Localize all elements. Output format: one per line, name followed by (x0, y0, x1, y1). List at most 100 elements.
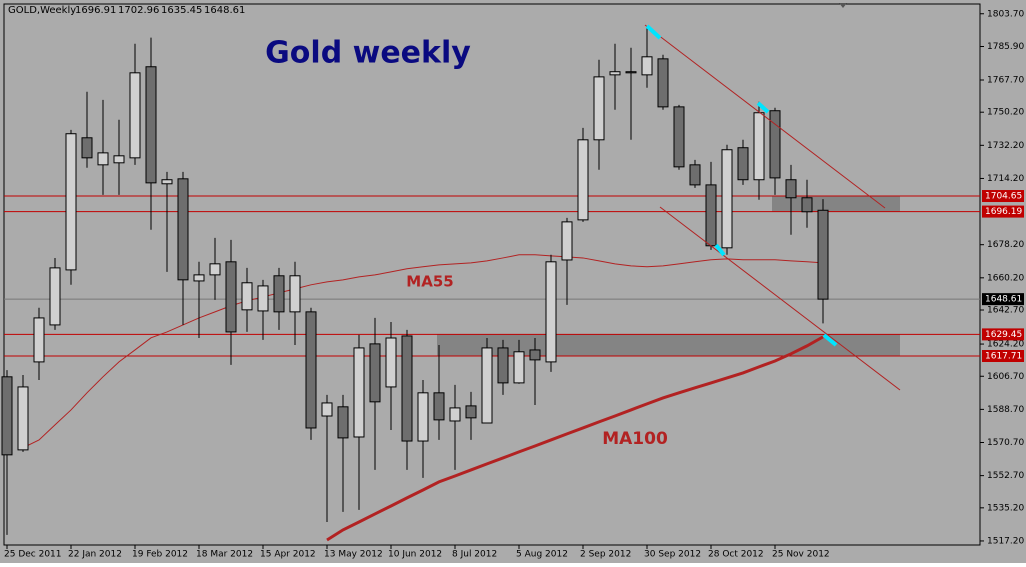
candle-body (97, 152, 109, 166)
y-tick-label: 1517.20 (987, 536, 1024, 546)
trend-line (644, 24, 886, 209)
candle-body (129, 72, 141, 159)
candle-body (545, 261, 557, 363)
candle-body (753, 112, 765, 181)
plot-layer: 1803.70 1785.90 1767.70 1750.20 1732.20 1714.… (1, 9, 1024, 560)
header-close: 1648.61 (204, 5, 245, 16)
candle-body (321, 402, 333, 417)
header-high: 1702.96 (118, 5, 159, 16)
candle-body (561, 221, 573, 261)
y-tick-label: 1606.70 (987, 372, 1024, 382)
candle-body (513, 351, 525, 384)
candle-body (273, 275, 285, 313)
y-tick-label: 1732.20 (987, 141, 1024, 151)
candle-body (305, 311, 317, 429)
candle-body (801, 197, 813, 213)
y-tick-label: 1750.20 (987, 108, 1024, 118)
y-tick-label: 1678.20 (987, 240, 1024, 250)
y-tick-label: 1588.70 (987, 405, 1024, 415)
y-tick-label: 1552.70 (987, 471, 1024, 481)
candle-body (609, 71, 621, 76)
candle-body (641, 56, 653, 76)
candle-body (193, 274, 205, 282)
x-tick-label: 28 Oct 2012 (708, 550, 764, 560)
candle-body (481, 347, 493, 424)
price-tag (982, 205, 1024, 218)
candle-body (817, 209, 829, 300)
ma100-label: MA100 (602, 429, 668, 449)
candle-body (385, 337, 397, 388)
x-tick-label: 10 Jun 2012 (388, 550, 442, 560)
touch-mark (714, 243, 726, 257)
shift-marker (839, 3, 847, 8)
price-tag-label: 1617.71 (985, 351, 1022, 361)
candle-body (145, 66, 157, 184)
candle-body (337, 406, 349, 439)
candle-body (433, 392, 445, 421)
x-tick-label: 18 Mar 2012 (196, 550, 253, 560)
candle-body (65, 133, 77, 271)
x-tick-label: 8 Jul 2012 (452, 550, 497, 560)
y-tick-label: 1624.20 (987, 340, 1024, 350)
touch-mark (822, 333, 838, 347)
candle-body (769, 110, 781, 179)
candle-body (577, 139, 589, 221)
chart-title: Gold weekly (265, 36, 471, 71)
candle-body (33, 317, 45, 363)
candle-body (689, 164, 701, 186)
ma-line (22, 254, 824, 449)
price-tag-label: 1629.45 (985, 330, 1022, 340)
candle-body (737, 147, 749, 181)
price-tag-label: 1648.61 (985, 295, 1022, 305)
y-tick-label: 1767.70 (987, 75, 1024, 85)
candle-body (529, 349, 541, 361)
price-tag-label: 1696.19 (985, 207, 1022, 217)
candle-body (1, 376, 13, 456)
header-low: 1635.45 (161, 5, 202, 16)
x-tick-label: 25 Dec 2011 (4, 550, 62, 560)
trend-line (659, 206, 901, 391)
candle-body (657, 58, 669, 108)
symbol: GOLD,Weekly (8, 5, 76, 16)
candle-body (497, 347, 509, 384)
header-open: 1696.91 (75, 5, 116, 16)
candle-body (17, 386, 29, 451)
y-tick-label: 1535.20 (987, 503, 1024, 513)
candle-body (785, 179, 797, 199)
y-tick-label: 1714.20 (987, 174, 1024, 184)
y-tick-label: 1660.20 (987, 273, 1024, 283)
plot-frame (3, 3, 981, 546)
touch-mark (645, 24, 662, 40)
candle-body (81, 137, 93, 159)
candle-body (721, 149, 733, 249)
x-tick-label: 2 Sep 2012 (580, 550, 631, 560)
x-tick-label: 5 Aug 2012 (516, 550, 568, 560)
candle-body (465, 405, 477, 419)
ma-line (326, 335, 824, 542)
candle-body (177, 178, 189, 281)
ma55-label: MA55 (406, 273, 453, 291)
candle-body (369, 343, 381, 403)
candle-body (49, 267, 61, 326)
candle-body (401, 335, 413, 442)
y-tick-label: 1642.70 (987, 306, 1024, 316)
candle-body (289, 275, 301, 313)
candle-body (241, 282, 253, 311)
x-tick-label: 30 Sep 2012 (644, 550, 701, 560)
price-tag (982, 293, 1024, 306)
price-tag (982, 190, 1024, 203)
y-tick-label: 1803.70 (987, 9, 1024, 19)
price-tag (982, 328, 1024, 341)
candle-body (353, 347, 365, 438)
price-tag (982, 349, 1024, 362)
x-tick-label: 25 Nov 2012 (772, 550, 830, 560)
price-tag-label: 1704.65 (985, 192, 1022, 202)
candle-body (225, 261, 237, 333)
x-tick-label: 22 Jan 2012 (68, 550, 122, 560)
y-tick-label: 1570.70 (987, 438, 1024, 448)
y-tick-label: 1785.90 (987, 42, 1024, 52)
candle-body (449, 407, 461, 422)
candle-body (705, 184, 717, 247)
